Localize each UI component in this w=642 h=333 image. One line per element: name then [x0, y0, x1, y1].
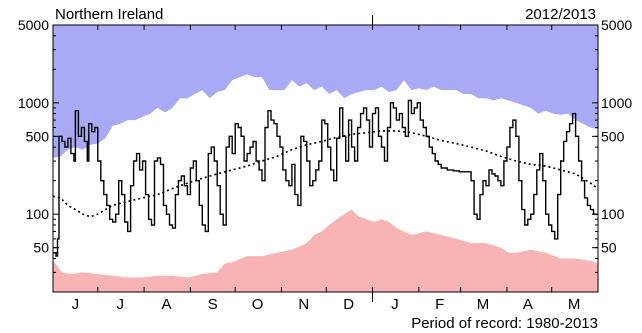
min-flow-band — [53, 209, 598, 292]
chart-period: 2012/2013 — [525, 6, 596, 23]
x-month-label: N — [298, 296, 309, 313]
y-tick-label-right: 100 — [601, 206, 625, 222]
y-tick-label-left: 500 — [26, 128, 50, 144]
y-tick-label-right: 50 — [601, 240, 617, 256]
max-flow-band — [53, 25, 598, 158]
x-month-label: M — [477, 296, 490, 313]
y-tick-label-right: 500 — [601, 128, 625, 144]
x-month-label: F — [435, 296, 444, 313]
x-month-label: J — [72, 296, 80, 313]
x-month-label: A — [161, 296, 171, 313]
mean-flow-line — [53, 130, 598, 218]
x-month-label: O — [252, 296, 264, 313]
y-tick-label-left: 50 — [33, 240, 49, 256]
y-tick-label-left: 1000 — [18, 95, 49, 111]
x-month-label: J — [116, 296, 124, 313]
x-month-label: M — [568, 296, 581, 313]
current-year-flow-line — [53, 99, 598, 257]
x-month-label: J — [391, 296, 399, 313]
y-tick-label-left: 100 — [26, 206, 50, 222]
x-month-label: S — [208, 296, 218, 313]
plot-frame — [52, 24, 599, 293]
y-tick-label-left: 5000 — [18, 17, 49, 33]
y-axis-right: 5000 1000 500 100 50 — [592, 17, 632, 293]
x-month-label: A — [523, 296, 533, 313]
period-of-record: Period of record: 1980-2013 — [411, 315, 598, 332]
y-axis-left: 5000 1000 500 100 50 — [18, 17, 59, 293]
y-tick-label-right: 1000 — [601, 95, 632, 111]
x-month-label: D — [343, 296, 354, 313]
chart-title: Northern Ireland — [55, 6, 163, 23]
y-tick-label-right: 5000 — [601, 17, 632, 33]
